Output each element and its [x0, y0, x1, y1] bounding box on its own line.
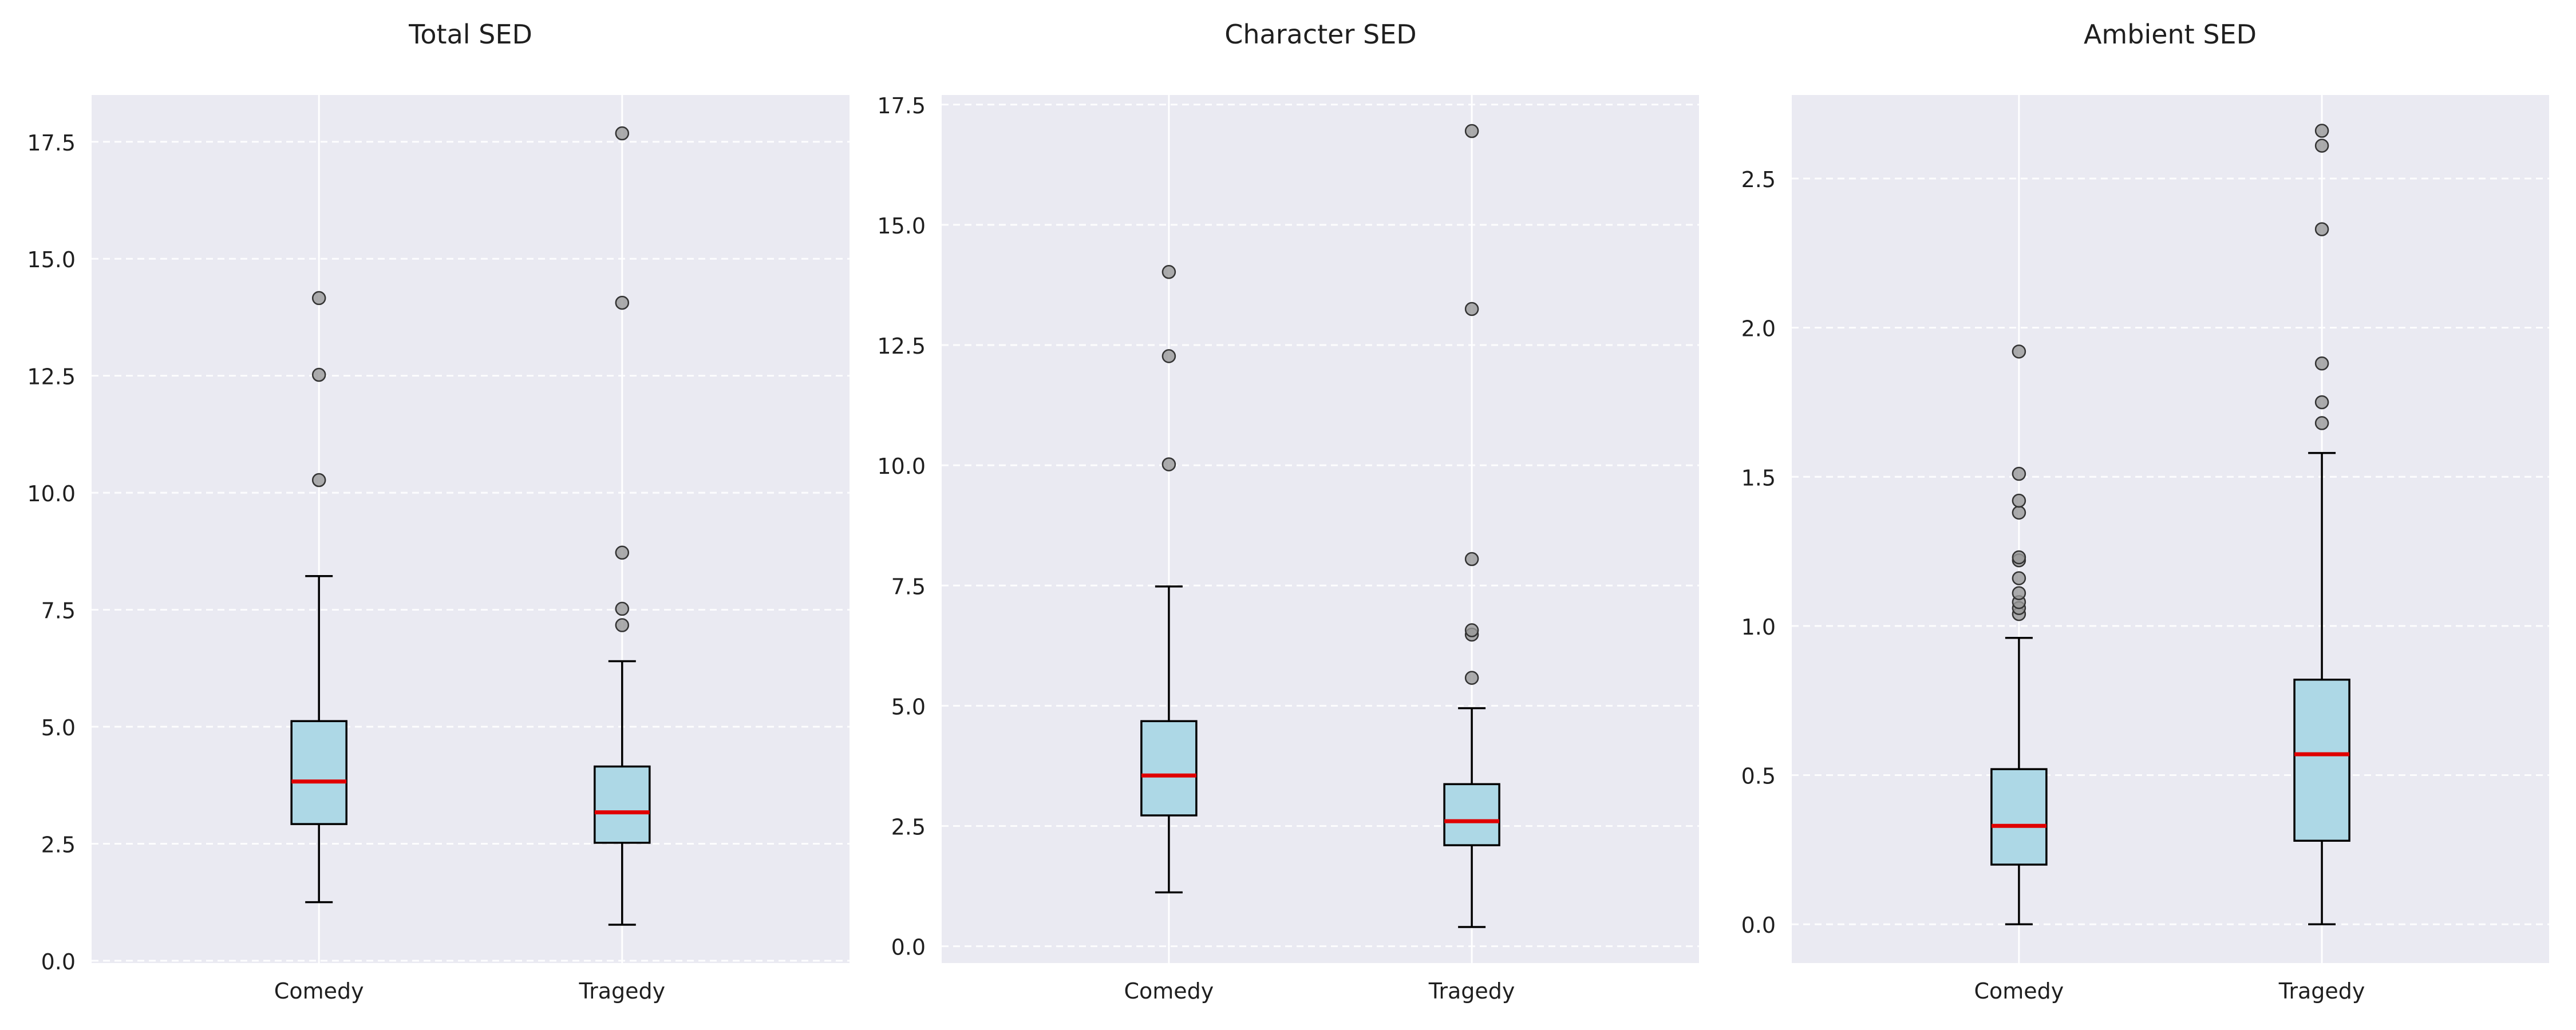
box-tragedy	[594, 126, 651, 926]
box-comedy	[1990, 344, 2048, 925]
iqr-box	[1990, 768, 2048, 866]
outlier-point	[1161, 265, 1176, 279]
outlier-point	[615, 295, 630, 310]
character-sed-title: Character SED	[1224, 19, 1416, 50]
box-tragedy	[1443, 124, 1500, 928]
x-tick-label: Comedy	[1974, 978, 2064, 1004]
ambient-sed-panel: Ambient SED 0.0 0.5 1.0 1.5 2.0 2.5 Comedy Trag…	[1741, 19, 2549, 1004]
y-tick-label: 12.5	[27, 365, 76, 390]
character-sed-panel: Character SED 0.0 2.5 5.0 7.5 10.0 12.5 15.0 17…	[877, 19, 1699, 1004]
ambient-sed-title: Ambient SED	[2084, 19, 2257, 50]
outlier-point	[2314, 395, 2329, 410]
y-tick-label: 10.0	[877, 454, 926, 479]
iqr-box	[1140, 720, 1198, 817]
y-tick-label: 0.0	[1741, 913, 1776, 938]
iqr-box	[594, 765, 651, 844]
outlier-point	[2012, 586, 2026, 600]
outlier-point	[2012, 571, 2026, 585]
y-tick-label: 0.0	[891, 935, 926, 960]
y-tick-label: 0.5	[1741, 764, 1776, 789]
outlier-point	[615, 618, 630, 632]
y-tick-label: 15.0	[27, 247, 76, 272]
y-tick-label: 17.5	[877, 93, 926, 118]
outlier-point	[2314, 356, 2329, 371]
x-tick-label: Tragedy	[578, 978, 665, 1004]
box-tragedy	[2293, 124, 2350, 925]
y-tick-label: 0.0	[41, 949, 76, 974]
outlier-point	[1464, 552, 1479, 566]
y-tick-label: 15.0	[877, 213, 926, 239]
outlier-point	[2012, 550, 2026, 565]
y-tick-label: 2.5	[891, 814, 926, 839]
box-comedy	[290, 291, 347, 904]
box-comedy	[1140, 265, 1198, 894]
outlier-point	[615, 126, 630, 141]
x-tick-label: Tragedy	[2278, 978, 2365, 1004]
y-tick-label: 1.5	[1741, 465, 1776, 490]
y-tick-label: 2.5	[41, 832, 76, 857]
x-tick-label: Tragedy	[1428, 978, 1515, 1004]
y-tick-label: 12.5	[877, 334, 926, 359]
outlier-point	[615, 601, 630, 616]
outlier-point	[311, 367, 326, 382]
iqr-box	[2293, 679, 2350, 842]
outlier-point	[1464, 671, 1479, 685]
x-tick-label: Comedy	[274, 978, 364, 1004]
y-tick-label: 5.0	[41, 715, 76, 740]
outlier-point	[1161, 349, 1176, 363]
outlier-point	[2012, 505, 2026, 520]
outlier-point	[1464, 302, 1479, 316]
total-sed-title: Total SED	[408, 19, 532, 50]
x-tick-label: Comedy	[1124, 978, 1214, 1004]
iqr-box	[290, 720, 347, 825]
outlier-point	[311, 473, 326, 488]
total-sed-panel: Total SED 0.0 2.5 5.0 7.5 10.0 12.5 15.0 17.5 Co…	[27, 19, 850, 1004]
y-tick-label: 17.5	[27, 130, 76, 156]
outlier-point	[2314, 124, 2329, 138]
outlier-point	[2012, 466, 2026, 481]
outlier-point	[1464, 124, 1479, 138]
y-tick-label: 7.5	[41, 599, 76, 624]
plot-area	[92, 95, 850, 963]
outlier-point	[311, 291, 326, 306]
y-tick-label: 2.5	[1741, 167, 1776, 192]
y-tick-label: 5.0	[891, 694, 926, 719]
iqr-box	[1443, 783, 1500, 846]
outlier-point	[2314, 138, 2329, 153]
outlier-point	[1161, 457, 1176, 472]
y-tick-label: 7.5	[891, 574, 926, 599]
y-tick-label: 1.0	[1741, 615, 1776, 640]
plot-area	[942, 95, 1699, 963]
y-tick-label: 2.0	[1741, 316, 1776, 342]
outlier-point	[2012, 493, 2026, 508]
y-tick-label: 10.0	[27, 481, 76, 506]
plot-area	[1792, 95, 2549, 963]
outlier-point	[2314, 222, 2329, 236]
outlier-point	[1464, 623, 1479, 637]
outlier-point	[2314, 416, 2329, 430]
outlier-point	[615, 545, 630, 560]
outlier-point	[2012, 344, 2026, 359]
